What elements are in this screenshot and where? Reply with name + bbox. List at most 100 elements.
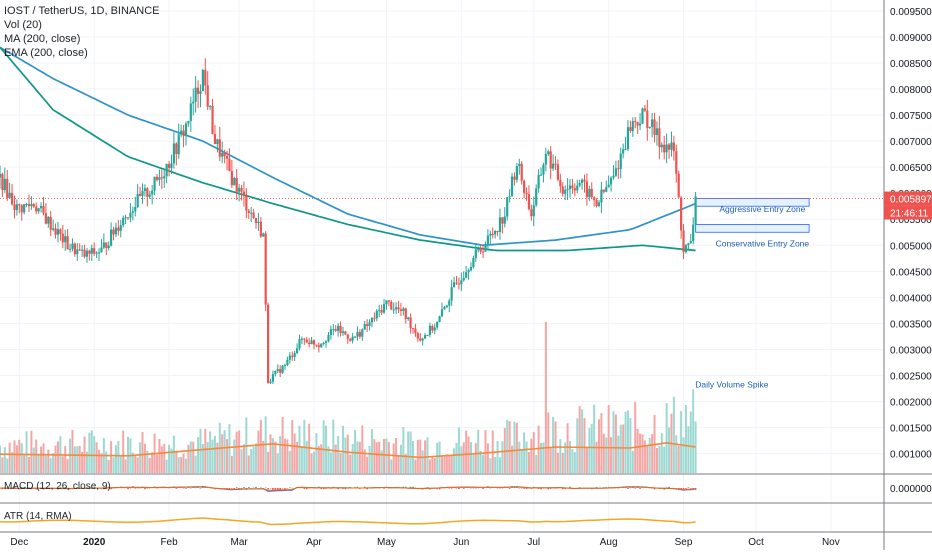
volume-bar bbox=[685, 405, 687, 473]
candle-body bbox=[499, 217, 501, 232]
candle-body bbox=[668, 144, 670, 149]
macd-label: MACD (12, 26, close, 9) bbox=[4, 481, 111, 492]
volume-bar bbox=[511, 446, 513, 473]
volume-bar bbox=[612, 411, 614, 473]
candle-body bbox=[59, 229, 61, 233]
volume-bar bbox=[74, 446, 76, 473]
volume-bar bbox=[557, 453, 559, 473]
volume-bar bbox=[76, 446, 78, 473]
candle-body bbox=[69, 249, 71, 250]
candle-body bbox=[397, 307, 399, 309]
candle-body bbox=[634, 121, 636, 122]
candle-body bbox=[243, 192, 245, 197]
candle-body bbox=[173, 143, 175, 163]
candle-body bbox=[71, 244, 73, 249]
macd-histogram-bar bbox=[277, 488, 279, 490]
candle-body bbox=[33, 204, 35, 207]
candle-body bbox=[528, 194, 530, 209]
volume-bar bbox=[185, 459, 187, 473]
volume-bar bbox=[115, 445, 117, 473]
volume-bar bbox=[518, 442, 520, 473]
volume-bar bbox=[342, 426, 344, 473]
candle-body bbox=[272, 374, 274, 381]
candle-body bbox=[603, 190, 605, 192]
candle-body bbox=[76, 249, 78, 254]
volume-bar bbox=[533, 432, 535, 473]
candle-body bbox=[281, 366, 283, 373]
macd-histogram-bar bbox=[272, 488, 274, 490]
volume-bar bbox=[383, 439, 385, 473]
volume-bar bbox=[651, 434, 653, 473]
volume-bar bbox=[197, 437, 199, 473]
volume-bar bbox=[255, 443, 257, 473]
volume-bar bbox=[586, 447, 588, 473]
x-tick-label: Jul bbox=[527, 537, 540, 548]
volume-bar bbox=[262, 441, 264, 473]
candle-body bbox=[666, 144, 668, 152]
macd-histogram-bar bbox=[688, 487, 690, 488]
volume-bar bbox=[352, 444, 354, 473]
volume-bar bbox=[337, 436, 339, 473]
volume-bar bbox=[393, 443, 395, 473]
volume-bar bbox=[489, 458, 491, 473]
volume-bar bbox=[163, 444, 165, 473]
candle-body bbox=[663, 145, 665, 153]
volume-bar bbox=[204, 429, 206, 473]
volume-bar bbox=[521, 450, 523, 473]
volume-bar bbox=[0, 446, 1, 473]
volume-bar bbox=[675, 435, 677, 473]
candle-body bbox=[557, 164, 559, 179]
volume-bar bbox=[270, 434, 272, 473]
candle-body bbox=[516, 166, 518, 180]
ema200-path bbox=[0, 47, 696, 250]
candle-body bbox=[13, 204, 15, 210]
volume-bar bbox=[608, 405, 610, 473]
volume-bar bbox=[359, 442, 361, 473]
candle-body bbox=[93, 248, 95, 254]
volume-bar bbox=[472, 455, 474, 473]
conservative-zone-label: Conservative Entry Zone bbox=[716, 238, 810, 248]
volume-bar bbox=[545, 322, 547, 473]
candle-body bbox=[475, 250, 477, 258]
candle-body bbox=[646, 111, 648, 128]
candle-body bbox=[540, 175, 542, 176]
candle-body bbox=[463, 278, 465, 280]
candle-body bbox=[289, 356, 291, 360]
candle-body bbox=[313, 340, 315, 344]
candle-body bbox=[559, 180, 561, 187]
volume-bar bbox=[195, 456, 197, 473]
volume-bar bbox=[248, 455, 250, 473]
macd-histogram-bar bbox=[176, 488, 178, 489]
candle-body bbox=[632, 121, 634, 131]
volume-bar bbox=[530, 439, 532, 473]
candle-body bbox=[279, 369, 281, 373]
volume-bar bbox=[434, 458, 436, 473]
candle-body bbox=[608, 185, 610, 187]
candle-body bbox=[245, 196, 247, 210]
candle-body bbox=[139, 194, 141, 196]
volume-bar bbox=[267, 452, 269, 473]
macd-histogram-bar bbox=[275, 488, 277, 490]
volume-bar bbox=[228, 424, 230, 473]
candle-body bbox=[6, 179, 8, 198]
macd-histogram-bar bbox=[185, 488, 187, 489]
volume-bar bbox=[149, 458, 151, 473]
candle-body bbox=[301, 339, 303, 340]
volume-bar bbox=[190, 441, 192, 473]
candle-body bbox=[535, 188, 537, 205]
x-tick-label: Aug bbox=[600, 537, 618, 548]
candle-body bbox=[588, 189, 590, 197]
volume-bar bbox=[231, 456, 233, 473]
candle-body bbox=[542, 165, 544, 175]
candle-body bbox=[552, 164, 554, 169]
volume-bar bbox=[625, 412, 627, 473]
candle-body bbox=[376, 311, 378, 319]
candle-body bbox=[294, 353, 296, 357]
macd-histogram-bar bbox=[383, 488, 385, 489]
volume-bar bbox=[501, 441, 503, 473]
volume-bar bbox=[298, 426, 300, 473]
candle-body bbox=[378, 310, 380, 311]
volume-bar bbox=[42, 443, 44, 473]
